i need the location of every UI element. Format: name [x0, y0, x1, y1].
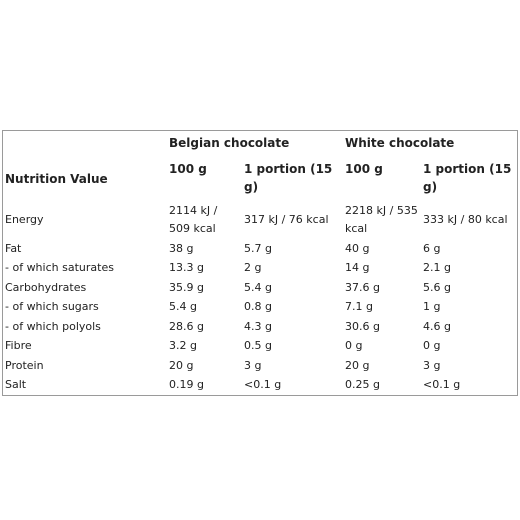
nutrition-table: Belgian chocolate White chocolate Nutritio… — [3, 131, 517, 395]
cell: 0.5 g — [244, 339, 272, 353]
cell: 0 g — [423, 339, 441, 353]
group-header-row: Belgian chocolate White chocolate — [3, 131, 517, 157]
row-label: - of which sugars — [5, 300, 99, 314]
cell: 5.7 g — [244, 241, 272, 255]
cell: 0.19 g — [169, 378, 204, 392]
cell: 0 g — [345, 339, 363, 353]
row-label: Carbohydrates — [5, 280, 87, 294]
table-row: Fat 38 g 5.7 g 40 g 6 g — [3, 239, 517, 259]
cell: 0.25 g — [345, 378, 380, 392]
cell: <0.1 g — [423, 378, 461, 392]
cell: 2 g — [244, 261, 262, 275]
cell: 37.6 g — [345, 280, 380, 294]
group-header: Belgian chocolate — [169, 136, 290, 150]
table-row: Salt 0.19 g <0.1 g 0.25 g <0.1 g — [3, 376, 517, 396]
cell: 6 g — [423, 241, 441, 255]
cell: 20 g — [169, 358, 194, 372]
cell: 7.1 g — [345, 300, 373, 314]
table-row: - of which polyols 28.6 g 4.3 g 30.6 g 4.6 g — [3, 317, 517, 337]
cell: 30.6 g — [345, 319, 380, 333]
cell: 2114 kJ / 509 kcal — [169, 203, 218, 235]
row-label: Protein — [5, 358, 44, 372]
cell: 317 kJ / 76 kcal — [244, 212, 329, 226]
cell: 38 g — [169, 241, 194, 255]
cell: 14 g — [345, 261, 370, 275]
cell: 333 kJ / 80 kcal — [423, 212, 508, 226]
row-label: Fat — [5, 241, 22, 255]
column-header: 100 g — [345, 162, 383, 176]
cell: <0.1 g — [244, 378, 282, 392]
row-label: Energy — [5, 212, 44, 226]
row-label: Salt — [5, 378, 27, 392]
cell: 40 g — [345, 241, 370, 255]
cell: 28.6 g — [169, 319, 204, 333]
table-row: - of which saturates 13.3 g 2 g 14 g 2.1 g — [3, 259, 517, 279]
table-row: Fibre 3.2 g 0.5 g 0 g 0 g — [3, 337, 517, 357]
column-header: 1 portion (15 g) — [423, 162, 512, 194]
column-header: 100 g — [169, 162, 207, 176]
cell: 13.3 g — [169, 261, 204, 275]
column-header: 1 portion (15 g) — [244, 162, 333, 194]
cell: 5.4 g — [244, 280, 272, 294]
cell: 5.4 g — [169, 300, 197, 314]
cell: 0.8 g — [244, 300, 272, 314]
cell: 5.6 g — [423, 280, 451, 294]
row-label: - of which polyols — [5, 319, 101, 333]
row-label: - of which saturates — [5, 261, 114, 275]
cell: 2218 kJ / 535 kcal — [345, 203, 418, 235]
column-header: Nutrition Value — [5, 171, 108, 186]
empty-cell — [3, 131, 167, 157]
cell: 4.3 g — [244, 319, 272, 333]
column-header-row: Nutrition Value 100 g 1 portion (15 g) 100 … — [3, 157, 517, 200]
cell: 2.1 g — [423, 261, 451, 275]
cell: 3.2 g — [169, 339, 197, 353]
group-header: White chocolate — [345, 136, 455, 150]
cell: 3 g — [244, 358, 262, 372]
cell: 3 g — [423, 358, 441, 372]
table-row: Protein 20 g 3 g 20 g 3 g — [3, 356, 517, 376]
table-row: Energy 2114 kJ / 509 kcal 317 kJ / 76 kcal… — [3, 200, 517, 239]
cell: 4.6 g — [423, 319, 451, 333]
cell: 1 g — [423, 300, 441, 314]
cell: 35.9 g — [169, 280, 204, 294]
table-row: - of which sugars 5.4 g 0.8 g 7.1 g 1 g — [3, 298, 517, 318]
cell: 20 g — [345, 358, 370, 372]
row-label: Fibre — [5, 339, 32, 353]
nutrition-table-frame: Belgian chocolate White chocolate Nutritio… — [2, 130, 518, 396]
table-row: Carbohydrates 35.9 g 5.4 g 37.6 g 5.6 g — [3, 278, 517, 298]
